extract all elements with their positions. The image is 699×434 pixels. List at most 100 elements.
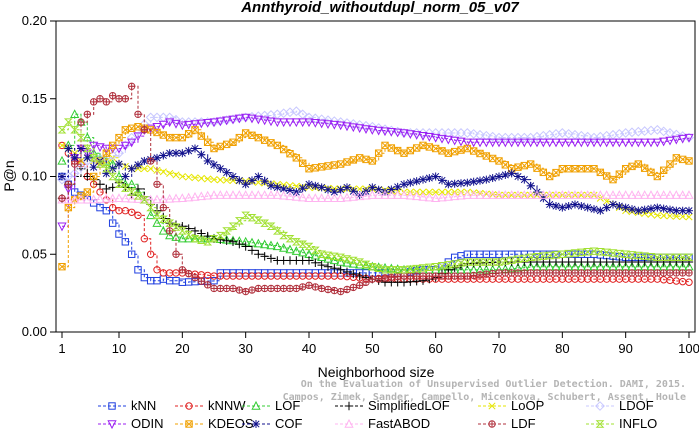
point-odin-k22: [190, 120, 200, 130]
point-odin-k44: [329, 120, 339, 130]
point-knn-k8: [102, 207, 111, 215]
point-lof-k39: [298, 247, 308, 257]
point-ldof-k80: [557, 128, 568, 138]
legend-marker-fastabod: [344, 418, 354, 428]
point-lof-k36: [279, 242, 289, 252]
point-inflo-k16: [152, 211, 162, 220]
point-cof-k34: [267, 181, 275, 190]
point-kdeos-k74: [520, 161, 529, 170]
point-ldf-k23: [197, 277, 206, 285]
point-cof-k80: [558, 203, 567, 212]
point-ldf-k90: [621, 269, 630, 277]
legend-item-simplifiedlof: SimplifiedLOF: [335, 398, 450, 413]
point-ldf-k13: [134, 110, 142, 119]
point-odin-k79: [551, 138, 561, 148]
x-tick-label-40: 40: [302, 341, 316, 356]
legend-item-cof: COF: [242, 416, 303, 431]
point-inflo-k60: [431, 262, 441, 271]
point-ldf-k2: [64, 180, 73, 188]
point-inflo-k70: [494, 258, 504, 266]
legend-item-ldof: LDOF: [586, 398, 654, 413]
point-inflo-k17: [158, 215, 168, 223]
point-ldf-k48: [355, 281, 364, 290]
point-inflo-k50: [367, 262, 377, 271]
point-inflo-k48: [355, 258, 365, 266]
legend-label-odin: ODIN: [131, 416, 164, 431]
point-fastabod-k67: [475, 190, 485, 199]
point-cof-k83: [577, 202, 586, 211]
point-inflo-k97: [665, 253, 675, 262]
point-inflo-k9: [108, 172, 118, 181]
point-loop-k75: [527, 191, 535, 199]
point-inflo-k6: [89, 154, 99, 162]
point-cof-k59: [425, 174, 434, 183]
point-kdeos-k91: [628, 162, 636, 171]
point-kdeos-k9: [108, 141, 117, 150]
point-loop-k99: [679, 213, 687, 221]
point-ldf-k16: [153, 180, 161, 188]
point-ldf-k5: [83, 110, 92, 119]
point-ldf-k70: [495, 269, 503, 277]
series-line-fastabod: [62, 194, 689, 201]
point-lof-k37: [285, 244, 295, 254]
point-ldof-k71: [500, 132, 511, 143]
point-odin-k76: [532, 138, 542, 148]
point-ldof-k64: [456, 128, 466, 138]
point-cof-k26: [216, 164, 225, 173]
legend-marker-knnw: [185, 402, 193, 410]
point-kdeos-k100: [685, 157, 693, 165]
y-tick-label-0.10: 0.10: [22, 169, 47, 184]
point-ldf-k87: [602, 269, 611, 277]
point-kdeos-k47: [349, 156, 358, 164]
point-fastabod-k27: [222, 190, 232, 199]
point-cof-k90: [621, 203, 630, 212]
point-inflo-k93: [640, 252, 650, 260]
point-knnw-k15: [146, 250, 155, 258]
point-ldf-k50: [368, 275, 377, 283]
series-ldof: [57, 106, 694, 185]
point-fastabod-k9: [108, 193, 118, 203]
point-ldof-k4: [76, 162, 86, 173]
point-kdeos-k38: [292, 154, 301, 162]
point-loop-k97: [666, 212, 674, 220]
point-loop-k1: [58, 141, 66, 149]
point-cof-k60: [431, 172, 440, 181]
point-kdeos-k21: [184, 130, 193, 138]
point-loop-k15: [147, 165, 155, 173]
point-odin-k55: [399, 129, 409, 139]
point-inflo-k89: [614, 249, 624, 258]
legend-item-knn: kNN: [98, 398, 156, 413]
point-lof-k18: [165, 230, 175, 240]
point-kdeos-k43: [324, 162, 332, 170]
point-odin-k28: [228, 115, 238, 125]
point-ldf-k51: [374, 274, 383, 283]
point-odin-k5: [82, 149, 92, 159]
point-loop-k26: [216, 176, 224, 184]
point-simplifiedlof-k32: [254, 250, 263, 259]
point-ldof-k62: [443, 128, 454, 138]
point-loop-k16: [153, 166, 161, 174]
point-cof-k96: [659, 204, 668, 213]
point-kdeos-k65: [463, 144, 472, 153]
point-kdeos-k22: [191, 126, 199, 134]
point-cof-k85: [590, 205, 598, 214]
point-odin-k12: [127, 138, 137, 148]
point-cof-k29: [235, 176, 244, 185]
y-tick-label-0.15: 0.15: [22, 91, 47, 106]
point-knn-k25: [210, 276, 218, 285]
point-inflo-k61: [437, 262, 447, 270]
point-odin-k65: [462, 138, 472, 148]
point-odin-k72: [507, 138, 517, 148]
point-odin-k60: [431, 133, 441, 143]
point-ldf-k72: [507, 269, 516, 277]
point-odin-k57: [412, 131, 422, 140]
point-odin-k31: [247, 114, 257, 124]
x-tick-label-50: 50: [365, 341, 379, 356]
point-inflo-k47: [348, 256, 358, 265]
point-ldf-k79: [552, 269, 560, 277]
point-kdeos-k36: [279, 145, 288, 154]
point-cof-k11: [121, 172, 130, 181]
point-ldf-k75: [526, 269, 535, 277]
point-simplifiedlof-k30: [241, 242, 250, 251]
point-odin-k16: [152, 123, 162, 132]
